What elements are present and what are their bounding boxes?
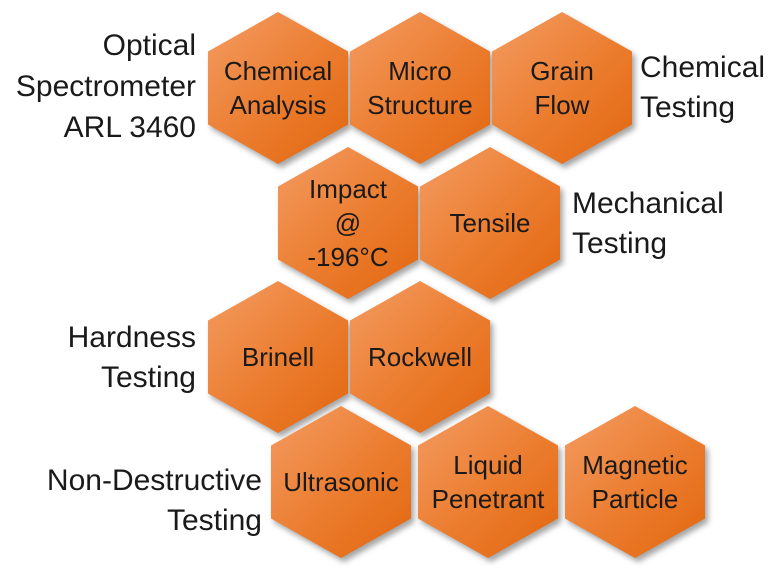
label-hardness-testing: Hardness Testing [67, 321, 196, 394]
hexagon-liquid-penetrant-label: Liquid Penetrant [418, 406, 558, 558]
hexagon-tensile: Tensile [420, 147, 560, 299]
hexagon-magnetic-particle: Magnetic Particle [565, 406, 705, 558]
hexagon-ultrasonic-label: Ultrasonic [271, 406, 411, 558]
hexagon-brinell: Brinell [208, 281, 348, 433]
label-mechanical-testing: Mechanical Testing [572, 187, 724, 260]
hexagon-ultrasonic: Ultrasonic [271, 406, 411, 558]
label-non-destructive-testing: Non-Destructive Testing [46, 464, 262, 537]
hexagon-rockwell: Rockwell [350, 281, 490, 433]
hexagon-tensile-label: Tensile [420, 147, 560, 299]
hexagon-liquid-penetrant: Liquid Penetrant [418, 406, 558, 558]
label-optical-spectrometer-arl-3460: Optical Spectrometer ARL 3460 [15, 29, 196, 144]
hexagon-chemical-analysis: Chemical Analysis [208, 12, 348, 164]
hexagon-micro-structure-label: Micro Structure [350, 12, 490, 164]
hexagon-grain-flow: Grain Flow [492, 12, 632, 164]
hexagon-micro-structure: Micro Structure [350, 12, 490, 164]
hexagon-grain-flow-label: Grain Flow [492, 12, 632, 164]
hexagon-magnetic-particle-label: Magnetic Particle [565, 406, 705, 558]
hexagon-chemical-analysis-label: Chemical Analysis [208, 12, 348, 164]
hexagon-impact-at-minus-196c: Impact @ -196°C [278, 147, 418, 299]
hexagon-impact-label: Impact @ -196°C [278, 147, 418, 299]
label-chemical-testing: Chemical Testing [640, 51, 766, 124]
